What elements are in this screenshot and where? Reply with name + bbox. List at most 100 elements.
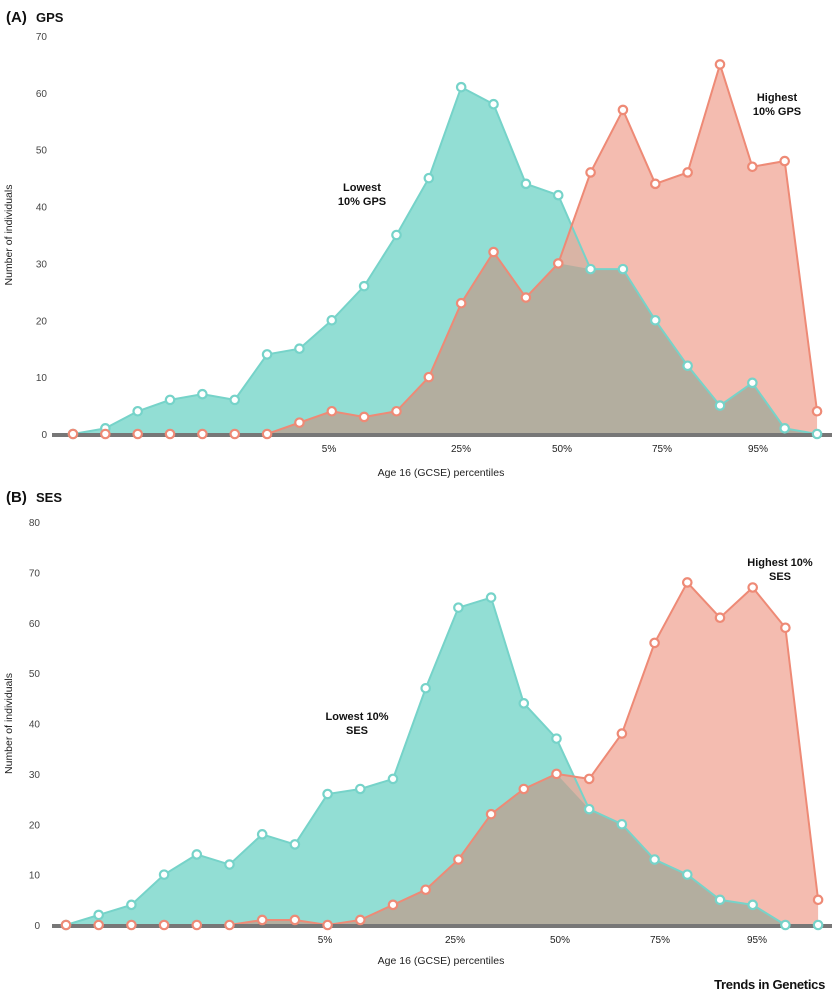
point-lowest: [322, 788, 333, 800]
point-lowest: [229, 394, 241, 406]
point-highest: [354, 914, 366, 926]
point-lowest: [649, 314, 661, 326]
point-lowest: [294, 343, 305, 355]
point-lowest: [811, 428, 823, 440]
annotation-lowest: Lowest 10% SES: [326, 711, 389, 737]
y-tick-label: 50: [29, 669, 41, 680]
point-lowest: [354, 783, 366, 795]
x-axis-label: Age 16 (GCSE) percentiles: [378, 467, 505, 479]
point-lowest: [191, 849, 203, 860]
x-tick-label: 25%: [445, 935, 465, 946]
point-highest: [126, 919, 137, 931]
point-lowest: [488, 98, 499, 110]
point-highest: [322, 919, 333, 931]
point-lowest: [289, 839, 301, 850]
line-lowest: [72, 85, 818, 435]
point-lowest: [714, 400, 726, 411]
point-lowest: [164, 394, 176, 406]
point-highest: [812, 894, 824, 906]
point-highest: [779, 155, 790, 167]
point-highest: [60, 919, 72, 931]
y-tick-label: 20: [29, 820, 41, 831]
point-highest: [256, 914, 268, 926]
point-lowest: [714, 894, 726, 906]
y-tick-label: 10: [36, 373, 48, 384]
point-lowest: [616, 818, 628, 830]
point-lowest: [197, 388, 208, 400]
point-lowest: [812, 919, 824, 931]
point-highest: [132, 428, 143, 440]
point-lowest: [423, 172, 435, 184]
y-tick-label: 70: [29, 568, 41, 579]
point-lowest: [391, 229, 402, 241]
point-highest: [551, 768, 562, 780]
point-highest: [617, 104, 629, 116]
point-highest: [747, 161, 758, 173]
point-highest: [583, 773, 595, 785]
point-highest: [261, 428, 273, 440]
point-lowest: [520, 178, 532, 190]
point-lowest: [453, 602, 464, 613]
point-highest: [93, 919, 104, 931]
point-lowest: [261, 349, 273, 360]
y-tick-label: 50: [36, 146, 48, 157]
point-highest: [289, 914, 301, 926]
point-lowest: [485, 592, 497, 603]
y-tick-label: 10: [29, 871, 41, 882]
y-tick-label: 70: [36, 32, 48, 43]
point-lowest: [93, 909, 104, 921]
x-tick-label: 95%: [748, 444, 768, 455]
x-tick-label: 95%: [747, 935, 767, 946]
point-highest: [420, 884, 431, 896]
y-tick-label: 60: [36, 89, 48, 100]
point-lowest: [256, 829, 268, 840]
panel-letter: (A): [6, 9, 27, 26]
area-overlap: [73, 252, 818, 434]
point-lowest: [455, 81, 467, 93]
panel-title: SES: [36, 490, 62, 505]
annotation-highest: Highest 10% SES: [747, 557, 813, 583]
line-lowest: [65, 596, 819, 926]
point-lowest: [224, 859, 235, 870]
point-highest: [391, 405, 402, 417]
point-highest: [423, 371, 435, 383]
point-highest: [811, 405, 823, 417]
point-lowest: [747, 377, 758, 389]
point-lowest: [585, 263, 596, 275]
point-highest: [682, 167, 693, 178]
point-lowest: [552, 189, 564, 201]
y-tick-label: 40: [29, 720, 41, 731]
point-lowest: [583, 803, 595, 815]
area-overlap: [66, 773, 819, 925]
x-tick-label: 75%: [650, 935, 670, 946]
point-lowest: [617, 263, 629, 275]
point-highest: [649, 178, 661, 190]
point-highest: [67, 428, 79, 440]
y-axis-label: Number of individuals: [3, 673, 15, 774]
point-highest: [520, 292, 532, 303]
point-lowest: [158, 869, 170, 880]
point-highest: [485, 808, 497, 820]
point-lowest: [682, 360, 693, 372]
point-lowest: [649, 854, 660, 865]
y-tick-label: 30: [29, 770, 41, 781]
point-lowest: [387, 773, 399, 785]
point-highest: [518, 783, 530, 795]
annotation-highest: Highest 10% GPS: [753, 92, 801, 118]
point-highest: [100, 428, 111, 440]
point-highest: [585, 167, 596, 178]
point-highest: [358, 411, 370, 423]
point-highest: [197, 428, 208, 440]
y-tick-label: 20: [36, 316, 48, 327]
y-tick-label: 60: [29, 619, 41, 630]
y-tick-label: 0: [41, 430, 47, 441]
point-highest: [681, 577, 693, 588]
panel-title: GPS: [36, 10, 64, 25]
point-highest: [747, 582, 758, 593]
x-tick-label: 5%: [322, 444, 337, 455]
point-highest: [158, 919, 170, 931]
point-highest: [455, 297, 467, 309]
point-lowest: [747, 899, 758, 911]
x-tick-label: 50%: [552, 444, 572, 455]
y-tick-label: 30: [36, 259, 48, 270]
